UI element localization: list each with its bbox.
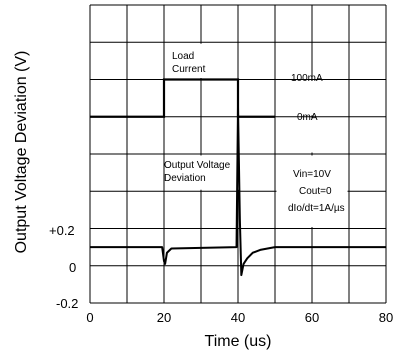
annotation-background (165, 43, 237, 78)
load-current-trace (90, 78, 275, 118)
traces (90, 78, 386, 277)
x-tick-label-0: 0 (86, 310, 93, 325)
y-tick-label-plus-0.2: +0.2 (49, 223, 75, 238)
x-tick-label-40: 40 (231, 310, 245, 325)
y-axis-title: Output Voltage Deviation (V) (13, 51, 30, 254)
y-tick-labels: +0.2 0 -0.2 (49, 223, 78, 311)
condition-vin: Vin=10V (293, 169, 331, 180)
annotations: Load Current 100mA 0mA Output Voltage De… (164, 51, 345, 214)
condition-cout: Cout=0 (299, 186, 332, 197)
annotation-background (276, 81, 348, 116)
x-axis-title: Time (us) (205, 333, 272, 350)
deviation-label-line2: Deviation (164, 173, 206, 184)
x-tick-labels: 0 20 40 60 80 (86, 310, 393, 325)
y-tick-label-minus-0.2: -0.2 (56, 296, 78, 311)
current-high-label: 100mA (291, 73, 323, 84)
load-current-label-line1: Load (172, 51, 194, 62)
annotation-background (276, 118, 348, 153)
current-low-label: 0mA (297, 112, 318, 123)
x-tick-label-20: 20 (157, 310, 171, 325)
output-voltage-deviation-trace (90, 106, 386, 277)
deviation-label-line1: Output Voltage (164, 160, 231, 171)
annotation-background (276, 155, 348, 227)
x-tick-label-80: 80 (379, 310, 393, 325)
load-current-label-line2: Current (172, 64, 206, 75)
condition-didt: dIo/dt=1A/µs (288, 203, 345, 214)
x-tick-label-60: 60 (305, 310, 319, 325)
y-tick-label-0: 0 (69, 260, 76, 275)
annotation-background (165, 155, 274, 190)
